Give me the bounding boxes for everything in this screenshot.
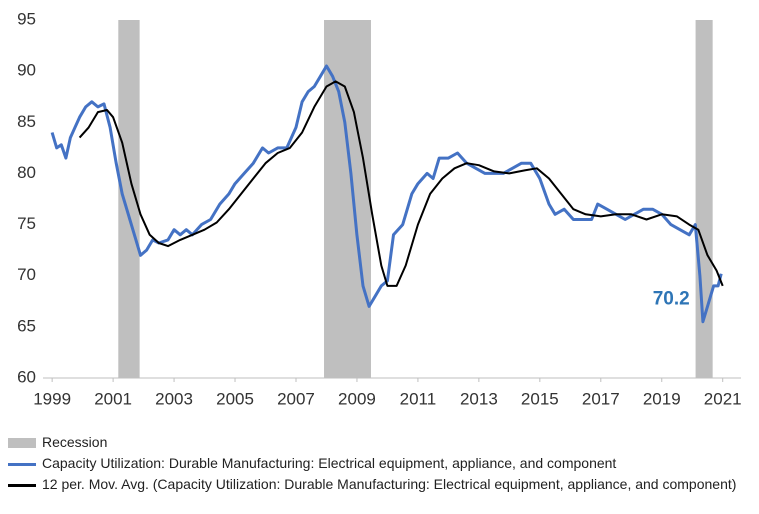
recession-band <box>118 20 140 378</box>
legend-swatch <box>8 484 36 487</box>
y-tick-label: 85 <box>17 112 36 131</box>
x-tick-label: 2003 <box>155 389 193 408</box>
legend: Recession Capacity Utilization: Durable M… <box>8 432 753 495</box>
x-tick-label: 2013 <box>460 389 498 408</box>
y-tick-label: 80 <box>17 163 36 182</box>
x-tick-label: 2009 <box>338 389 376 408</box>
y-tick-label: 75 <box>17 214 36 233</box>
legend-item: 12 per. Mov. Avg. (Capacity Utilization:… <box>8 474 753 495</box>
y-tick-label: 60 <box>17 367 36 386</box>
y-tick-label: 90 <box>17 61 36 80</box>
series-line <box>78 80 724 287</box>
recession-band <box>695 20 713 378</box>
chart: 60 65 70 75 80 85 90 95 1999 2001 2003 2005 2007 2009… <box>17 9 742 408</box>
y-tick-label: 65 <box>17 316 36 335</box>
legend-item: Recession <box>8 432 753 453</box>
x-tick-label: 2015 <box>521 389 559 408</box>
annotation: 70.2 <box>653 289 690 310</box>
legend-label: Recession <box>42 434 108 450</box>
x-tick-label: 2001 <box>94 389 132 408</box>
y-tick-label: 70 <box>17 265 36 284</box>
legend-item: Capacity Utilization: Durable Manufactur… <box>8 453 753 474</box>
legend-label: Capacity Utilization: Durable Manufactur… <box>42 455 617 471</box>
x-tick-label: 1999 <box>33 389 71 408</box>
legend-swatch <box>8 463 36 466</box>
x-tick-label: 2019 <box>643 389 681 408</box>
legend-label: 12 per. Mov. Avg. (Capacity Utilization:… <box>42 476 737 492</box>
x-tick-label: 2007 <box>277 389 315 408</box>
x-tick-label: 2021 <box>704 389 742 408</box>
x-tick-label: 2005 <box>216 389 254 408</box>
x-tick-label: 2011 <box>400 389 437 408</box>
x-tick-label: 2017 <box>582 389 620 408</box>
y-tick-label: 95 <box>17 9 36 28</box>
recession-band <box>324 20 371 378</box>
legend-swatch <box>8 438 36 448</box>
series-line <box>50 64 723 324</box>
